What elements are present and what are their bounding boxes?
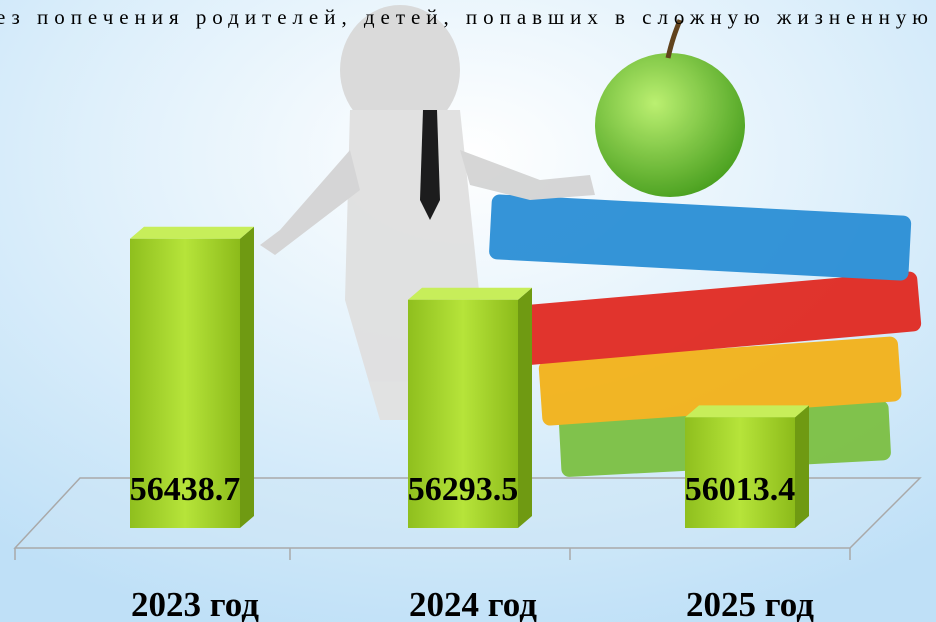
bar-side [518, 288, 532, 528]
chart: ез попечения родителей, детей, попавших … [0, 0, 936, 622]
x-tick-label: 2025 год [686, 585, 814, 622]
value-label: 56013.4 [685, 471, 796, 508]
bar-top [408, 288, 532, 300]
value-label: 56438.7 [130, 471, 241, 508]
bar-side [795, 405, 809, 528]
bar-top [130, 227, 254, 239]
x-tick-label: 2023 год [131, 585, 259, 622]
bar-side [240, 227, 254, 528]
x-tick-label: 2024 год [409, 585, 537, 622]
value-label: 56293.5 [408, 471, 519, 508]
bar-top [685, 405, 809, 417]
